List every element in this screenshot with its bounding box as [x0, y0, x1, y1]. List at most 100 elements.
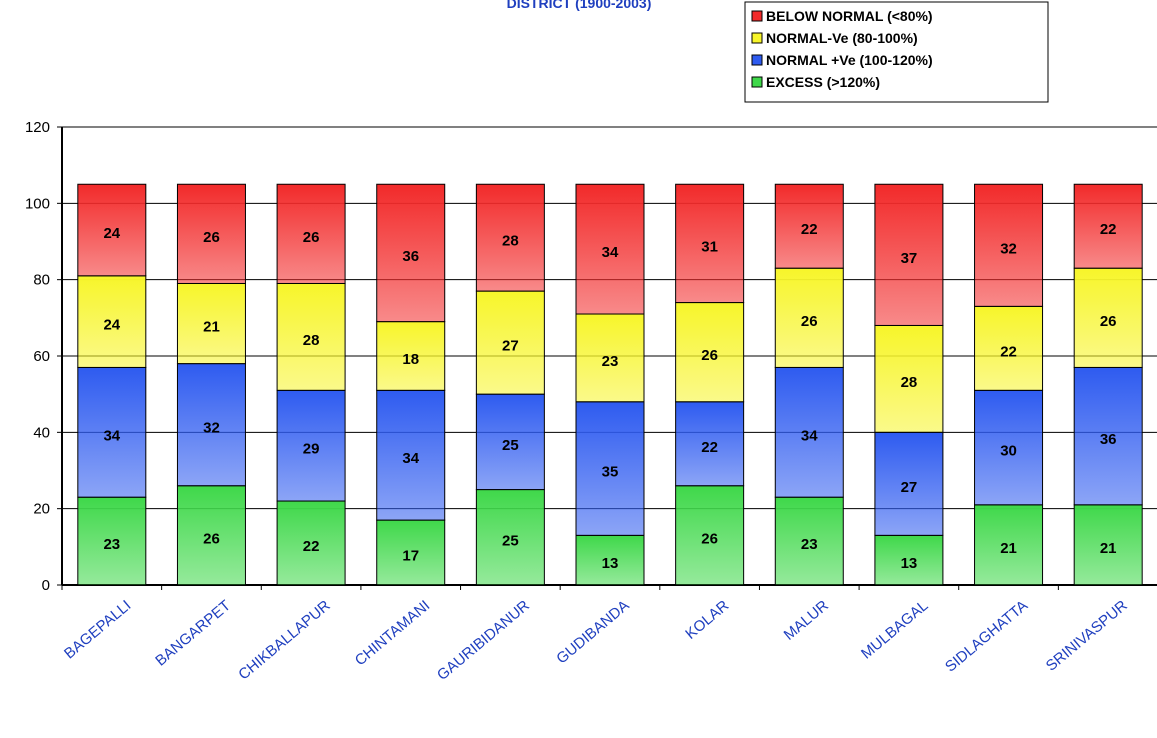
x-tick-label: BAGEPALLI — [61, 597, 134, 662]
bar-segment — [276, 389, 346, 502]
legend: BELOW NORMAL (<80%) NORMAL-Ve (80-100%) NO… — [744, 1, 1049, 103]
bar-segment — [675, 183, 745, 304]
data-label: 26 — [303, 229, 320, 246]
data-label: 18 — [402, 351, 419, 368]
data-label: 22 — [1000, 343, 1017, 360]
legend-swatch — [751, 76, 763, 88]
bar-segment — [874, 183, 944, 326]
bar-segment — [77, 183, 147, 277]
bar-segment — [475, 183, 545, 292]
x-tick-label: KOLAR — [682, 597, 732, 643]
y-tick-label: 20 — [33, 501, 50, 518]
data-label: 21 — [203, 319, 220, 336]
data-label: 28 — [901, 374, 918, 391]
data-label: 36 — [1100, 431, 1117, 448]
data-label: 26 — [203, 530, 220, 547]
x-tick-label: SRINIVASPUR — [1043, 597, 1131, 675]
bar-segment — [77, 366, 147, 498]
bar-segment — [475, 489, 545, 586]
bar-segment — [276, 500, 346, 586]
bar-segment — [575, 401, 645, 536]
data-label: 24 — [103, 317, 120, 334]
bar-segment — [774, 496, 844, 586]
bar-segment — [774, 366, 844, 498]
y-tick-label: 40 — [33, 424, 50, 441]
bar-segment — [176, 183, 246, 284]
legend-label: BELOW NORMAL (<80%) — [766, 8, 933, 24]
bar-segment — [675, 485, 745, 586]
data-label: 23 — [103, 536, 120, 553]
legend-box — [744, 1, 1049, 103]
data-label: 22 — [303, 538, 320, 555]
data-label: 28 — [502, 233, 519, 250]
bar-segment — [1073, 267, 1143, 368]
data-label: 22 — [701, 439, 718, 456]
bar-segment — [575, 183, 645, 315]
bar-segment — [376, 519, 446, 586]
data-label: 26 — [701, 347, 718, 364]
bar-segment — [874, 431, 944, 536]
bar-segment — [575, 313, 645, 403]
x-tick-label: MALUR — [781, 597, 832, 644]
data-label: 26 — [203, 229, 220, 246]
bar-segment — [974, 305, 1044, 391]
legend-label: EXCESS (>120%) — [766, 74, 880, 90]
data-label: 26 — [701, 530, 718, 547]
data-label: 23 — [602, 353, 619, 370]
bar-segment — [1073, 366, 1143, 506]
legend-swatch — [751, 54, 763, 66]
bar-segment — [276, 183, 346, 284]
data-label: 29 — [303, 441, 320, 458]
bar-segment — [575, 534, 645, 586]
bar-segment — [176, 282, 246, 365]
data-label: 24 — [103, 225, 120, 242]
bar-segment — [1073, 183, 1143, 269]
data-label: 35 — [602, 464, 619, 481]
data-label: 28 — [303, 332, 320, 349]
x-tick-label: BANGARPET — [152, 597, 234, 670]
x-tick-label: GUDIBANDA — [553, 597, 632, 667]
data-label: 36 — [402, 248, 419, 265]
data-label: 32 — [203, 420, 220, 437]
legend-label: NORMAL +Ve (100-120%) — [766, 52, 933, 68]
bar-segment — [774, 183, 844, 269]
bar-segment — [176, 485, 246, 586]
data-label: 34 — [801, 427, 818, 444]
data-label: 26 — [1100, 313, 1117, 330]
bar-segment — [77, 496, 147, 586]
x-tick-label: SIDLAGHATTA — [942, 597, 1031, 676]
data-label: 34 — [402, 450, 419, 467]
bar-segment — [675, 302, 745, 403]
x-tick-label: GAURIBIDANUR — [434, 597, 533, 684]
bar-segment — [475, 393, 545, 491]
bar-segment — [974, 504, 1044, 586]
y-tick-label: 120 — [25, 119, 50, 136]
data-label: 22 — [801, 221, 818, 238]
data-label: 13 — [901, 555, 918, 572]
data-label: 26 — [801, 313, 818, 330]
chart-title: DISTRICT (1900-2003) — [507, 0, 652, 11]
bar-segment — [276, 282, 346, 391]
data-label: 37 — [901, 250, 918, 267]
data-label: 23 — [801, 536, 818, 553]
legend-swatch — [751, 32, 763, 44]
bar-segment — [974, 183, 1044, 307]
legend-swatch — [751, 10, 763, 22]
x-tick-label: CHINTAMANI — [352, 597, 434, 669]
data-label: 13 — [602, 555, 619, 572]
y-tick-label: 100 — [25, 195, 50, 212]
data-label: 22 — [1100, 221, 1117, 238]
data-label: 27 — [901, 479, 918, 496]
bar-segment — [1073, 504, 1143, 586]
bar-segment — [376, 183, 446, 323]
data-label: 17 — [402, 548, 419, 565]
x-tick-label: CHIKBALLAPUR — [235, 597, 334, 684]
bar-segment — [774, 267, 844, 368]
bar-segment — [77, 275, 147, 368]
bar-segment — [874, 324, 944, 433]
data-label: 21 — [1000, 540, 1017, 557]
plot-area: 0 20 40 60 80 100 120 23 34 24 24 BAGEPALLI 26 32 21 26… — [25, 119, 1157, 684]
data-label: 32 — [1000, 240, 1017, 257]
legend-label: NORMAL-Ve (80-100%) — [766, 30, 918, 46]
